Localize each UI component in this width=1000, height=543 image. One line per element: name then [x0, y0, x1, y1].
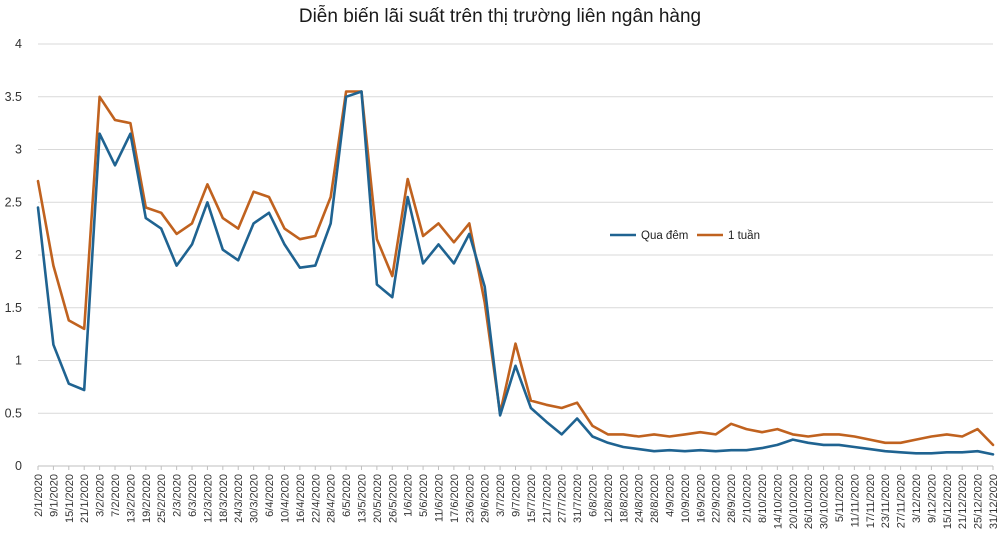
- x-tick-label: 13/2/2020: [125, 474, 137, 523]
- x-tick-label: 8/10/2020: [757, 474, 769, 523]
- x-tick-label: 13/5/2020: [356, 474, 368, 523]
- x-tick-label: 2/10/2020: [742, 474, 754, 523]
- x-tick-label: 3/12/2020: [911, 474, 923, 523]
- x-tick-label: 15/1/2020: [64, 474, 76, 523]
- x-tick-label: 9/7/2020: [511, 474, 523, 517]
- x-tick-label: 31/7/2020: [572, 474, 584, 523]
- x-tick-label: 28/9/2020: [726, 474, 738, 523]
- x-tick-label: 20/5/2020: [372, 474, 384, 523]
- y-tick-label: 0.5: [5, 406, 22, 420]
- x-tick-label: 23/11/2020: [880, 474, 892, 528]
- x-tick-label: 12/8/2020: [603, 474, 615, 523]
- series-line-1: [36, 90, 995, 447]
- x-tick-label: 7/2/2020: [110, 474, 122, 517]
- x-tick-label: 14/10/2020: [772, 474, 784, 529]
- x-tick-label: 6/8/2020: [588, 474, 600, 517]
- x-tick-label: 15/7/2020: [526, 474, 538, 523]
- gridlines: [38, 43, 993, 467]
- x-tick-label: 25/12/2020: [973, 474, 985, 529]
- x-tick-label: 12/3/2020: [202, 474, 214, 523]
- x-tick-label: 23/6/2020: [464, 474, 476, 523]
- x-tick-label: 10/4/2020: [279, 474, 291, 523]
- x-tick-label: 3/7/2020: [495, 474, 507, 517]
- x-tick-label: 1/6/2020: [403, 474, 415, 517]
- x-tick-label: 6/5/2020: [341, 474, 353, 517]
- y-tick-label: 0: [15, 459, 22, 473]
- x-tick-label: 30/3/2020: [249, 474, 261, 523]
- x-tick-label: 21/1/2020: [79, 474, 91, 523]
- y-tick-label: 2: [15, 248, 22, 262]
- x-tick-label: 24/3/2020: [233, 474, 245, 523]
- x-tick-label: 22/4/2020: [310, 474, 322, 523]
- chart-title: Diễn biến lãi suất trên thị trường liên …: [298, 6, 702, 27]
- x-tick-label: 17/11/2020: [865, 474, 877, 528]
- x-axis: 2/1/2020 9/1/2020 15/1/2020 21/1/2020 3/2/20…: [33, 465, 1000, 529]
- x-tick-label: 11/6/2020: [433, 474, 445, 522]
- y-axis: 0 0.5 1 1.5 2 2.5 3 3.5 4: [5, 37, 22, 473]
- x-tick-label: 27/11/2020: [896, 474, 908, 528]
- legend: Qua đêm 1 tuần: [610, 230, 760, 242]
- x-tick-label: 5/11/2020: [834, 474, 846, 522]
- y-tick-label: 3: [15, 143, 22, 157]
- x-tick-label: 6/4/2020: [264, 474, 276, 517]
- x-tick-label: 18/8/2020: [618, 474, 630, 523]
- x-tick-label: 21/7/2020: [541, 474, 553, 523]
- legend-label-1: 1 tuần: [728, 230, 760, 242]
- series-line-0: [36, 90, 995, 456]
- y-tick-label: 4: [15, 37, 22, 51]
- x-tick-label: 25/2/2020: [156, 474, 168, 523]
- x-tick-label: 24/8/2020: [634, 474, 646, 523]
- x-tick-label: 27/7/2020: [557, 474, 569, 523]
- x-tick-label: 11/11/2020: [849, 474, 861, 527]
- x-tick-label: 5/6/2020: [418, 474, 430, 517]
- x-tick-label: 16/9/2020: [695, 474, 707, 523]
- x-tick-label: 28/4/2020: [326, 474, 338, 523]
- x-tick-label: 18/3/2020: [218, 474, 230, 523]
- x-tick-label: 22/9/2020: [711, 474, 723, 523]
- y-tick-label: 2.5: [5, 195, 22, 209]
- x-tick-label: 30/10/2020: [819, 474, 831, 529]
- legend-label-0: Qua đêm: [641, 230, 688, 242]
- x-tick-label: 9/12/2020: [926, 474, 938, 523]
- x-tick-label: 20/10/2020: [788, 474, 800, 529]
- x-tick-label: 31/12/2020: [988, 474, 1000, 529]
- x-tick-label: 17/6/2020: [449, 474, 461, 523]
- x-tick-label: 15/12/2020: [942, 474, 954, 529]
- series-lines: [36, 90, 995, 456]
- x-tick-label: 16/4/2020: [295, 474, 307, 523]
- x-tick-label: 29/6/2020: [480, 474, 492, 523]
- x-tick-label: 19/2/2020: [141, 474, 153, 523]
- x-tick-label: 4/9/2020: [665, 474, 677, 517]
- x-tick-label: 2/1/2020: [33, 474, 45, 517]
- x-tick-label: 28/8/2020: [649, 474, 661, 523]
- x-tick-label: 2/3/2020: [172, 474, 184, 517]
- x-tick-label: 26/5/2020: [387, 474, 399, 523]
- y-tick-label: 1: [15, 354, 22, 368]
- x-tick-label: 6/3/2020: [187, 474, 199, 517]
- y-tick-label: 3.5: [5, 90, 22, 104]
- x-tick-label: 26/10/2020: [803, 474, 815, 529]
- y-tick-label: 1.5: [5, 301, 22, 315]
- x-tick-label: 21/12/2020: [957, 474, 969, 529]
- x-tick-label: 3/2/2020: [95, 474, 107, 517]
- x-tick-label: 9/1/2020: [48, 474, 60, 517]
- x-tick-label: 10/9/2020: [680, 474, 692, 523]
